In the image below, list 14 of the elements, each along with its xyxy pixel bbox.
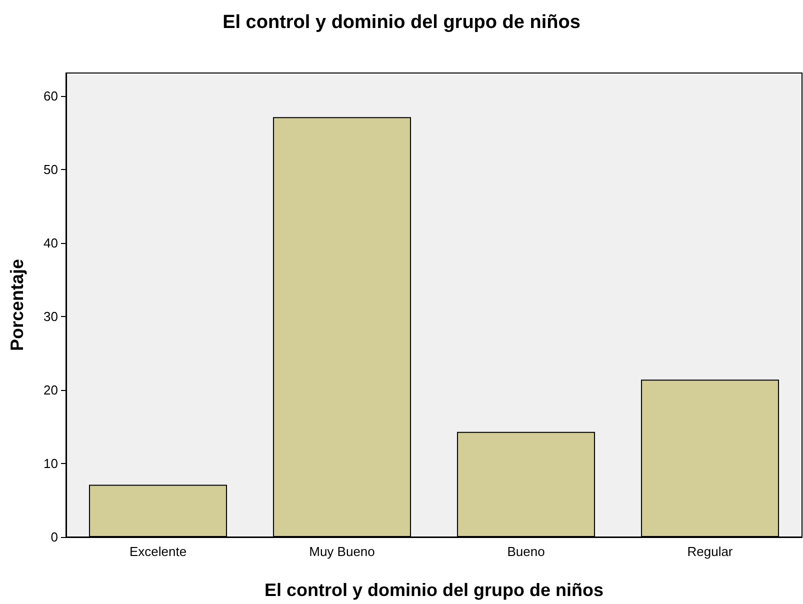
y-tick-label: 20 — [44, 382, 58, 398]
y-tick-label: 50 — [44, 162, 58, 177]
y-tick-label: 60 — [44, 88, 58, 104]
chart-title: El control y dominio del grupo de niños — [222, 12, 580, 33]
y-axis-title: Porcentaje — [7, 258, 27, 352]
y-tick-label: 40 — [44, 235, 58, 250]
x-tick-label: Regular — [687, 544, 734, 559]
y-tick-label: 0 — [50, 530, 58, 544]
x-tick-label: Muy Bueno — [309, 544, 375, 559]
x-axis-title: El control y dominio del grupo de niños — [264, 580, 604, 600]
x-tick-label: Excelente — [129, 544, 187, 559]
y-tick-label: 10 — [44, 456, 58, 471]
y-tick-label: 30 — [44, 308, 58, 324]
x-tick-label: Bueno — [507, 544, 545, 559]
